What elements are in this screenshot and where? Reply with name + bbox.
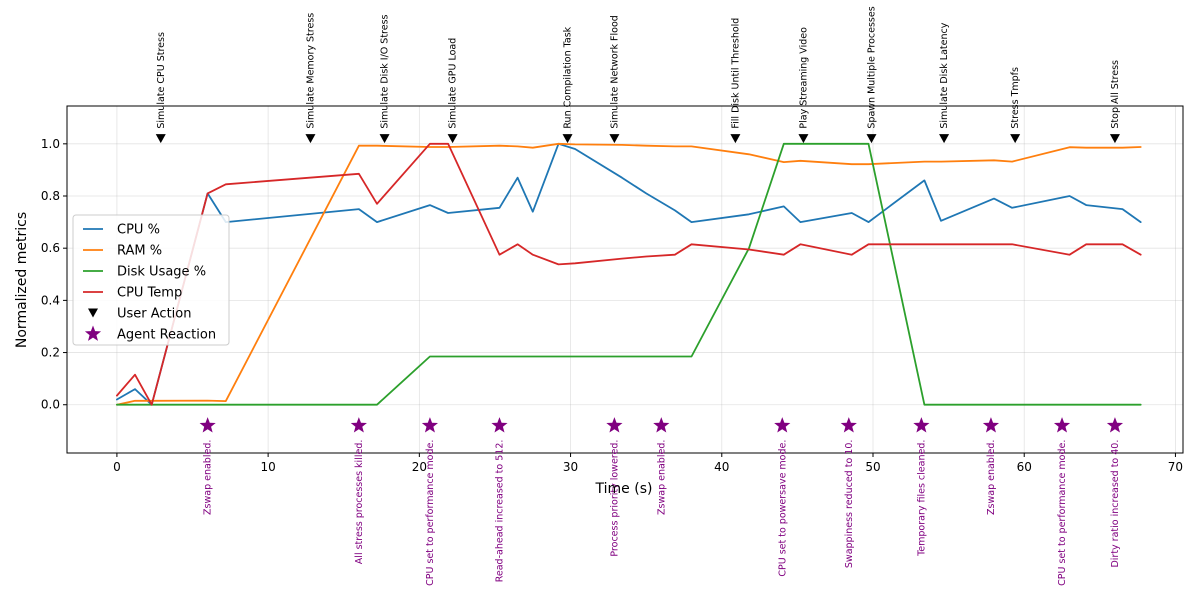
series-line-ram — [116, 142, 1142, 406]
agent-reaction-label: Zswap enabled. — [203, 440, 214, 515]
y-tick-label: 0.8 — [41, 189, 60, 203]
plot-background — [67, 106, 1183, 453]
user-action-marker — [1010, 134, 1021, 144]
agent-reaction-marker — [491, 417, 508, 433]
user-action-marker — [798, 134, 809, 144]
legend-swatch-star — [84, 325, 102, 341]
user-action-marker — [379, 134, 390, 144]
agent-reaction-marker — [199, 417, 216, 433]
agent-reaction-marker — [653, 417, 670, 433]
user-action-label: Stress Tmpfs — [1010, 67, 1021, 129]
x-axis-label: Time (s) — [595, 481, 653, 497]
y-tick-label: 0.6 — [41, 241, 60, 255]
legend: CPU % RAM % Disk Usage % CPU Temp User Actio… — [72, 214, 230, 346]
agent-reaction-marker — [1053, 417, 1071, 433]
user-action-label: Simulate Network Flood — [609, 15, 620, 128]
user-action-label: Simulate Memory Stress — [305, 13, 316, 129]
agent-reaction-label: Read-ahead increased to 512. — [494, 440, 505, 583]
user-action-label: Simulate CPU Stress — [156, 32, 167, 129]
legend-entry-label: CPU % — [117, 223, 160, 238]
agent-reaction-marker — [350, 417, 367, 433]
user-action-label: Play Streaming Video — [798, 27, 809, 129]
agent-reaction-marker — [913, 417, 930, 433]
x-tick-label: 60 — [1017, 460, 1032, 474]
agent-reaction-marker — [774, 417, 791, 433]
legend-swatch-triangle — [88, 308, 98, 318]
user-action-marker — [155, 134, 166, 144]
x-tick-label: 20 — [412, 460, 427, 474]
y-tick-label: 0.2 — [41, 346, 60, 360]
agent-reaction-label: Dirty ratio increased to 40. — [1110, 440, 1121, 568]
user-action-marker — [1109, 134, 1120, 144]
series-line-cpu — [116, 142, 1142, 406]
series-lines — [116, 142, 1142, 406]
event-markers — [155, 134, 1124, 433]
x-tick-label: 40 — [714, 460, 729, 474]
y-tick-label: 0.0 — [41, 398, 60, 412]
legend-entry-label: RAM % — [117, 244, 162, 259]
x-tick-label: 50 — [865, 460, 880, 474]
user-action-marker — [562, 134, 573, 144]
agent-reaction-label: Zswap enabled. — [656, 440, 667, 515]
agent-reaction-marker — [421, 417, 439, 433]
user-action-label: Simulate Disk Latency — [939, 22, 950, 128]
user-action-label: Simulate Disk I/O Stress — [380, 14, 391, 128]
annotations: Simulate CPU Stress Simulate Memory Stres… — [156, 6, 1121, 586]
user-action-marker — [730, 134, 741, 144]
user-action-marker — [866, 134, 877, 144]
y-tick-label: 0.4 — [41, 293, 60, 307]
legend-entry-label: Disk Usage % — [117, 265, 206, 280]
agent-reaction-label: CPU set to performance mode. — [425, 440, 436, 586]
x-tick-label: 10 — [260, 460, 275, 474]
legend-entry-label: CPU Temp — [117, 286, 182, 301]
series-line-cpu-temp — [116, 142, 1142, 406]
series-line-disk-usage — [116, 142, 1142, 406]
plot-frame — [66, 105, 1184, 454]
user-action-label: Fill Disk Until Threshold — [730, 18, 741, 129]
agent-reaction-marker — [982, 417, 1000, 433]
x-tick-label: 70 — [1168, 460, 1183, 474]
agent-reaction-label: Swappiness reduced to 10. — [844, 440, 855, 568]
user-action-marker — [305, 134, 316, 144]
user-action-label: Simulate GPU Load — [448, 38, 459, 129]
user-action-label: Spawn Multiple Processes — [866, 6, 877, 128]
user-action-marker — [609, 134, 620, 144]
y-axis-label: Normalized metrics — [14, 212, 30, 348]
user-action-marker — [939, 134, 950, 144]
agent-reaction-label: CPU set to performance mode. — [1057, 440, 1068, 586]
agent-reaction-label: All stress processes killed. — [354, 440, 365, 565]
agent-reaction-label: Zswap enabled. — [986, 440, 997, 515]
legend-entry-label: Agent Reaction — [117, 328, 216, 343]
legend-box — [72, 214, 230, 346]
user-action-label: Stop All Stress — [1110, 60, 1121, 129]
axis-ticks: 0 10 20 30 40 50 60 70 0.0 0.2 0.4 0.6 0.8 1.0 — [41, 137, 1183, 474]
agent-reaction-label: CPU set to powersave mode. — [777, 440, 788, 577]
y-tick-label: 1.0 — [41, 137, 60, 151]
x-tick-label: 0 — [113, 460, 121, 474]
agent-reaction-marker — [840, 417, 857, 433]
user-action-marker — [447, 134, 458, 144]
x-tick-label: 30 — [563, 460, 578, 474]
agent-reaction-marker — [1106, 417, 1124, 433]
agent-reaction-label: Temporary files cleaned. — [916, 440, 927, 557]
legend-entry-label: User Action — [117, 307, 191, 322]
agent-reaction-marker — [606, 417, 623, 433]
agent-reaction-label: Process priority lowered. — [609, 440, 620, 557]
user-action-label: Run Compilation Task — [563, 26, 574, 128]
